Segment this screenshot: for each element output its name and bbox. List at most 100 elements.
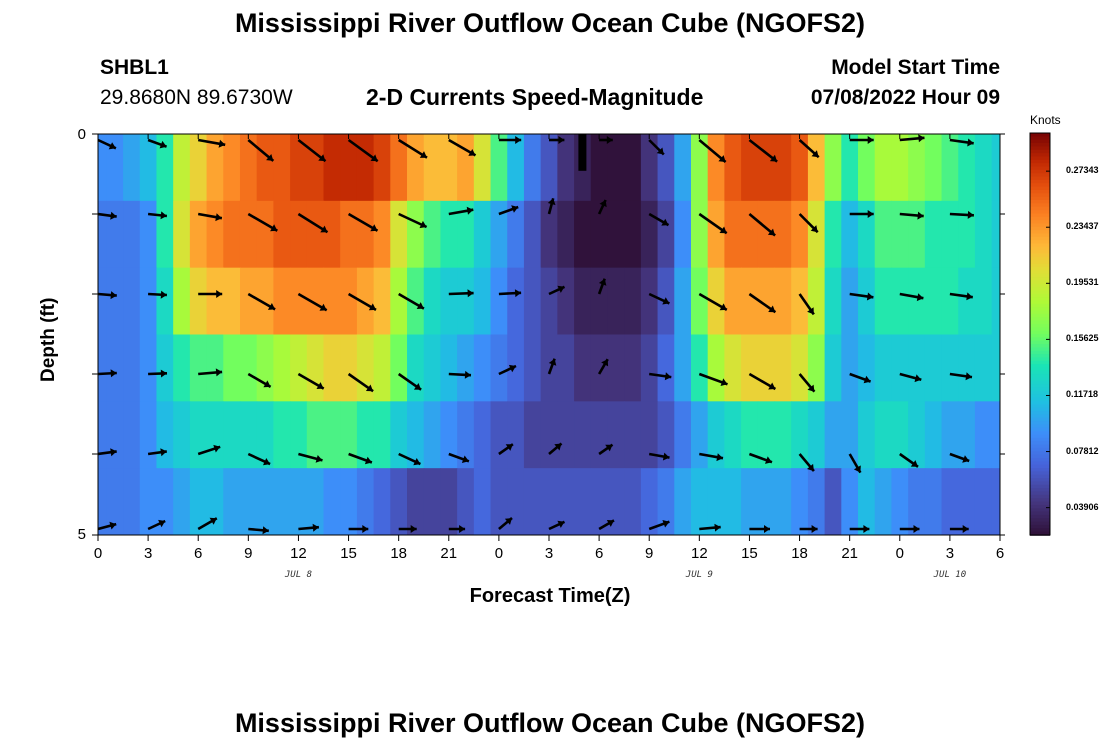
heatmap-cell [373,334,391,402]
colorbar-band [1030,524,1050,530]
colorbar-band [1030,360,1050,365]
heatmap-cell [323,200,341,269]
heatmap-cell [457,468,475,535]
heatmap-cell [323,267,341,336]
heatmap-cell [924,468,943,535]
heatmap-cell [273,134,291,202]
colorbar-band [1030,451,1050,456]
heatmap-cell [707,334,725,402]
heatmap-cell [173,334,191,402]
colorbar-band [1030,441,1050,446]
colorbar-band [1030,377,1050,382]
heatmap-cell [306,468,325,535]
x-tick-label: 21 [841,545,858,562]
colorbar-band [1030,484,1050,489]
heatmap-cell [557,334,575,402]
heatmap-cell [440,401,458,469]
heatmap-cell [707,134,725,202]
heatmap-cell [98,200,107,269]
colorbar-band [1030,179,1050,185]
colorbar-band [1030,528,1050,533]
colorbar-band [1030,421,1050,426]
heatmap-cell [590,134,609,202]
colorbar-band [1030,290,1050,295]
colorbar-band [1030,149,1050,154]
colorbar-band [1030,216,1050,221]
colorbar-tick-label: 0.19531 [1066,277,1099,288]
heatmap-cell [974,468,993,535]
colorbar-band [1030,320,1050,325]
heatmap-cell [156,401,174,469]
heatmap-cell [640,401,659,469]
x-tick-label: 0 [895,545,904,562]
colorbar-band [1030,263,1050,268]
chart-title: Mississippi River Outflow Ocean Cube (NG… [234,8,866,38]
heatmap-cell [273,267,291,336]
heatmap-cell [640,200,659,269]
heatmap-cell [624,200,642,269]
colorbar-band [1030,494,1050,499]
heatmap-cell [640,468,659,535]
colorbar-band [1030,203,1050,208]
colorbar-band [1030,464,1050,469]
station-id: SHBL1 [100,56,169,79]
heatmap-cell [273,468,291,535]
colorbar-band [1030,280,1050,285]
heatmap-cell [791,334,809,402]
x-tick-label: 0 [494,545,504,562]
heatmap-cell [239,267,258,336]
heatmap-cell [490,267,508,336]
colorbar-band [1030,407,1050,412]
heatmap-cell [891,267,909,336]
heatmap-cell [807,401,826,469]
heatmap-cell [473,334,492,402]
heatmap-cell [390,468,408,535]
colorbar-band [1030,189,1050,195]
heatmap-cell [423,468,442,535]
colorbar-band [1030,133,1050,138]
heatmap-cell [323,401,341,469]
colorbar-tick-label: 0.07812 [1066,445,1099,456]
colorbar-band [1030,270,1050,275]
heatmap-cell [690,334,709,402]
heatmap-cell [841,401,859,469]
colorbar-band [1030,206,1050,211]
colorbar-band [1030,256,1050,262]
x-tick-label: 3 [143,545,153,562]
date-label: JUL 10 [933,570,967,580]
colorbar-band [1030,173,1050,178]
heatmap-cell [908,267,926,336]
heatmap-cell [774,401,792,469]
y-tick-bottom: 5 [77,526,86,543]
heatmap-cell [557,401,575,469]
heatmap-cell [991,334,1000,402]
heatmap-cell [423,200,442,269]
heatmap-cell [824,200,842,269]
heatmap-cell [490,134,508,202]
heatmap-cell [440,200,458,269]
heatmap-cell [607,267,625,336]
heatmap-cell [707,200,725,269]
heatmap-cell [807,468,826,535]
colorbar-tick-label: 0.23437 [1066,221,1099,232]
colorbar-band [1030,401,1050,406]
heatmap-cell [373,468,391,535]
colorbar-band [1030,417,1050,422]
heatmap-cell [841,267,859,336]
colorbar-band [1030,200,1050,205]
colorbar-band [1030,156,1050,161]
colorbar-band [1030,143,1050,148]
heatmap-cell [674,468,692,535]
colorbar-band [1030,337,1050,342]
colorbar-tick-label: 0.11718 [1066,389,1099,400]
x-tick-label: 9 [244,545,253,562]
heatmap-cell [991,134,1000,202]
heatmap-cell [774,134,792,202]
colorbar-band [1030,260,1050,265]
model-start-time: 07/08/2022 Hour 09 [810,86,1000,109]
heatmap-cell [791,200,809,269]
heatmap-cell [473,401,492,469]
colorbar-label: Knots [1030,113,1061,127]
heatmap-cell [674,200,692,269]
x-tick-label: 21 [440,545,458,562]
